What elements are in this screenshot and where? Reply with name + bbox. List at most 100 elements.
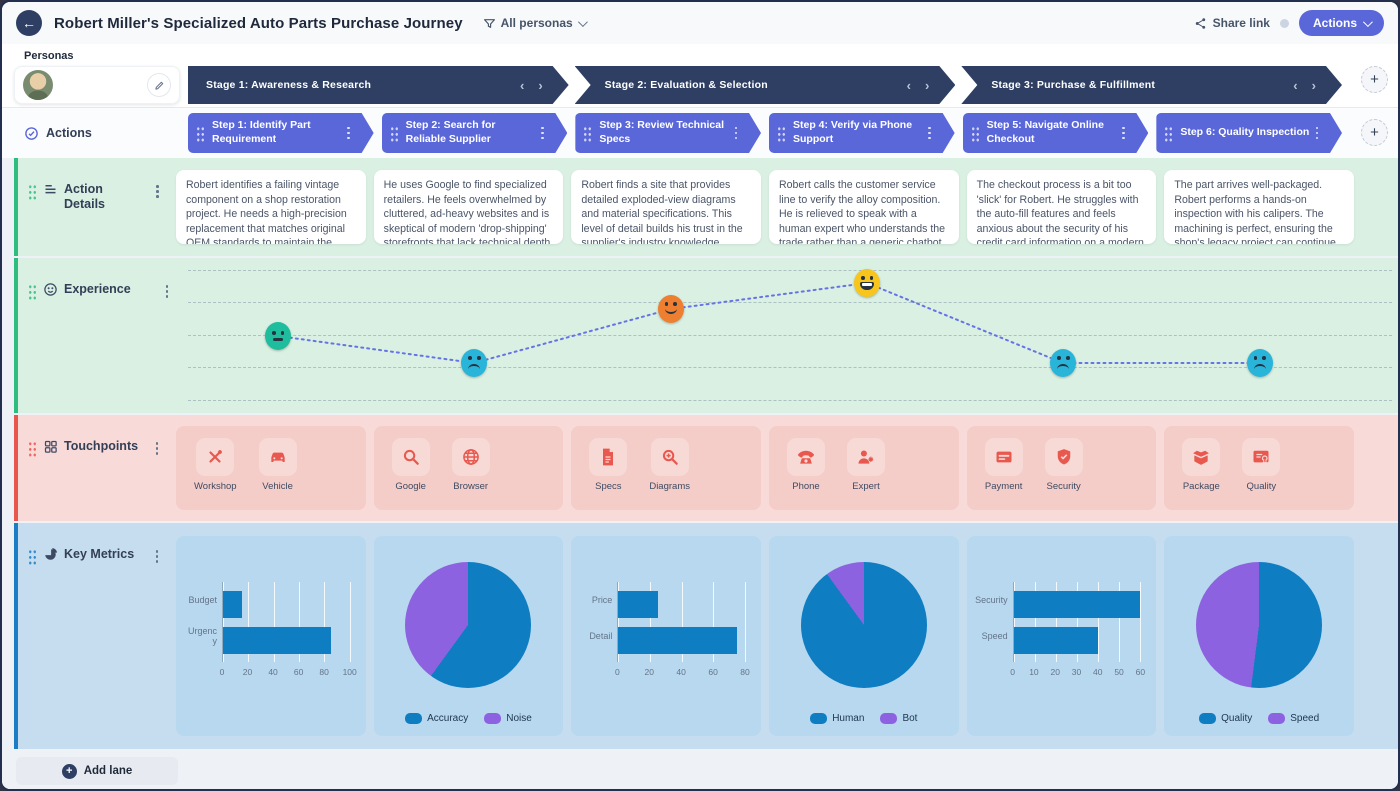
experience-emoji-neutral[interactable] — [265, 322, 292, 350]
drag-handle-icon[interactable] — [971, 125, 980, 142]
touchpoint-cell[interactable]: Specs Diagrams — [571, 426, 761, 510]
experience-emoji-sad[interactable] — [1050, 349, 1077, 377]
step-5[interactable]: Step 5: Navigate Online Checkout — [963, 113, 1149, 153]
back-button[interactable]: ← — [16, 10, 42, 36]
touchpoint-cell[interactable]: Workshop Vehicle — [176, 426, 366, 510]
step-menu-icon[interactable] — [1310, 124, 1324, 143]
experience-emoji-smile[interactable] — [657, 295, 684, 323]
gridline — [188, 302, 1392, 303]
step-menu-icon[interactable] — [535, 124, 549, 143]
drag-handle-icon[interactable] — [777, 125, 786, 142]
lane-menu-icon[interactable] — [160, 282, 174, 301]
step-1[interactable]: Step 1: Identify Part Requirement — [188, 113, 374, 153]
action-detail-cell[interactable]: Robert identifies a failing vintage comp… — [176, 170, 366, 244]
legend-item: Accuracy — [405, 713, 468, 724]
gridline — [1098, 582, 1100, 662]
metric-chart-bar[interactable]: Budget Urgency 0 20 40 60 80 100 — [176, 536, 366, 736]
experience-emoji-sad[interactable] — [1246, 349, 1273, 377]
metric-chart-bar[interactable]: Price Detail 0 20 40 60 80 — [571, 536, 761, 736]
touchpoint-label: Phone — [792, 481, 820, 492]
metric-chart-pie[interactable]: Accuracy Noise — [373, 536, 564, 736]
stage-prev-icon[interactable]: ‹ — [1293, 77, 1298, 93]
touchpoint-label: Google — [395, 481, 426, 492]
drag-handle-icon[interactable] — [28, 283, 37, 300]
bar-row — [223, 622, 350, 658]
metric-chart-pie[interactable]: Quality Speed — [1164, 536, 1354, 736]
step-3[interactable]: Step 3: Review Technical Specs — [575, 113, 761, 153]
touchpoint-cell[interactable]: Package Quality — [1164, 426, 1354, 510]
step-4[interactable]: Step 4: Verify via Phone Support — [769, 113, 955, 153]
grid-icon — [44, 440, 57, 453]
page-title: Robert Miller's Specialized Auto Parts P… — [54, 14, 463, 32]
step-menu-icon[interactable] — [342, 124, 356, 143]
touchpoint-label: Browser — [453, 481, 489, 492]
touchpoint-cell[interactable]: Google Browser — [373, 426, 564, 510]
action-detail-cell[interactable]: He uses Google to find specialized retai… — [373, 170, 564, 244]
gridline — [1140, 582, 1142, 662]
stage-2[interactable]: Stage 2: Evaluation & Selection ‹ › — [575, 66, 956, 104]
drag-handle-icon[interactable] — [196, 125, 205, 142]
pie-chart: Accuracy Noise — [374, 536, 564, 736]
actions-menu-button[interactable]: Actions — [1298, 10, 1384, 36]
action-detail-cell[interactable]: Robert calls the customer service line t… — [769, 170, 959, 244]
stage-1[interactable]: Stage 1: Awareness & Research ‹ › — [188, 66, 569, 104]
drag-handle-icon[interactable] — [28, 440, 37, 457]
experience-emoji-grin[interactable] — [854, 269, 881, 297]
stage-label: Stage 3: Purchase & Fulfillment — [991, 79, 1156, 91]
stage-prev-icon[interactable]: ‹ — [519, 77, 525, 93]
bar-row — [1013, 586, 1141, 622]
presence-dot — [1279, 18, 1289, 28]
add-lane-button[interactable]: + Add lane — [16, 757, 178, 785]
stage-next-icon[interactable]: › — [1311, 77, 1316, 93]
stage-next-icon[interactable]: › — [924, 77, 930, 93]
touchpoint-cell[interactable]: Payment Security — [966, 426, 1157, 510]
touchpoint-label: Diagrams — [649, 481, 690, 492]
drag-handle-icon[interactable] — [583, 125, 592, 142]
lane-menu-icon[interactable] — [150, 547, 164, 566]
axis-tick-label: 40 — [268, 667, 278, 677]
lane-menu-icon[interactable] — [150, 182, 164, 201]
drag-handle-icon[interactable] — [390, 125, 399, 142]
stage-3[interactable]: Stage 3: Purchase & Fulfillment ‹ › — [961, 66, 1342, 104]
persona-avatar[interactable] — [23, 70, 53, 100]
stage-prev-icon[interactable]: ‹ — [906, 77, 911, 93]
metric-chart-bar[interactable]: Security Speed 0 10 20 30 40 50 60 — [966, 536, 1157, 736]
header: ← Robert Miller's Specialized Auto Parts… — [2, 2, 1398, 44]
legend-item: Quality — [1199, 713, 1252, 724]
experience-cell — [184, 258, 372, 413]
gridline — [1055, 582, 1057, 662]
step-menu-icon[interactable] — [1116, 124, 1130, 143]
legend-swatch — [1268, 713, 1286, 724]
gridline — [1076, 582, 1078, 662]
add-stage-button[interactable]: + — [1361, 66, 1388, 93]
step-menu-icon[interactable] — [923, 124, 937, 143]
stage-label: Stage 1: Awareness & Research — [206, 79, 372, 91]
experience-emoji-sad[interactable] — [461, 349, 488, 377]
bar-chart: Price Detail 0 20 40 60 80 — [579, 582, 750, 679]
personas-filter[interactable]: All personas — [483, 16, 588, 30]
metric-chart-pie[interactable]: Human Bot — [769, 536, 959, 736]
steps-row: Actions Step 1: Identify Part Requiremen… — [2, 108, 1398, 158]
step-6[interactable]: Step 6: Quality Inspection — [1156, 113, 1342, 153]
action-detail-cell[interactable]: The checkout process is a bit too 'slick… — [966, 170, 1157, 244]
lane-menu-icon[interactable] — [150, 439, 164, 458]
package-icon — [1193, 450, 1210, 465]
filter-icon — [483, 18, 495, 28]
share-link-button[interactable]: Share link — [1194, 16, 1270, 30]
phone-icon — [798, 450, 814, 464]
persona-card[interactable] — [14, 66, 180, 104]
touchpoint-cell[interactable]: Phone Expert — [769, 426, 959, 510]
edit-persona-button[interactable] — [147, 73, 171, 97]
action-detail-cell[interactable]: Robert finds a site that provides detail… — [571, 170, 761, 244]
legend-item: Bot — [880, 713, 917, 724]
drag-handle-icon[interactable] — [1164, 125, 1173, 142]
step-2[interactable]: Step 2: Search for Reliable Supplier — [382, 113, 568, 153]
drag-handle-icon[interactable] — [28, 183, 37, 200]
step-menu-icon[interactable] — [729, 124, 743, 143]
axis-tick-label: 30 — [1071, 667, 1082, 677]
stage-next-icon[interactable]: › — [538, 77, 543, 93]
add-step-button[interactable]: + — [1361, 119, 1388, 146]
action-detail-cell[interactable]: The part arrives well-packaged. Robert p… — [1164, 170, 1354, 244]
chevron-down-icon — [577, 16, 588, 27]
drag-handle-icon[interactable] — [28, 548, 37, 565]
